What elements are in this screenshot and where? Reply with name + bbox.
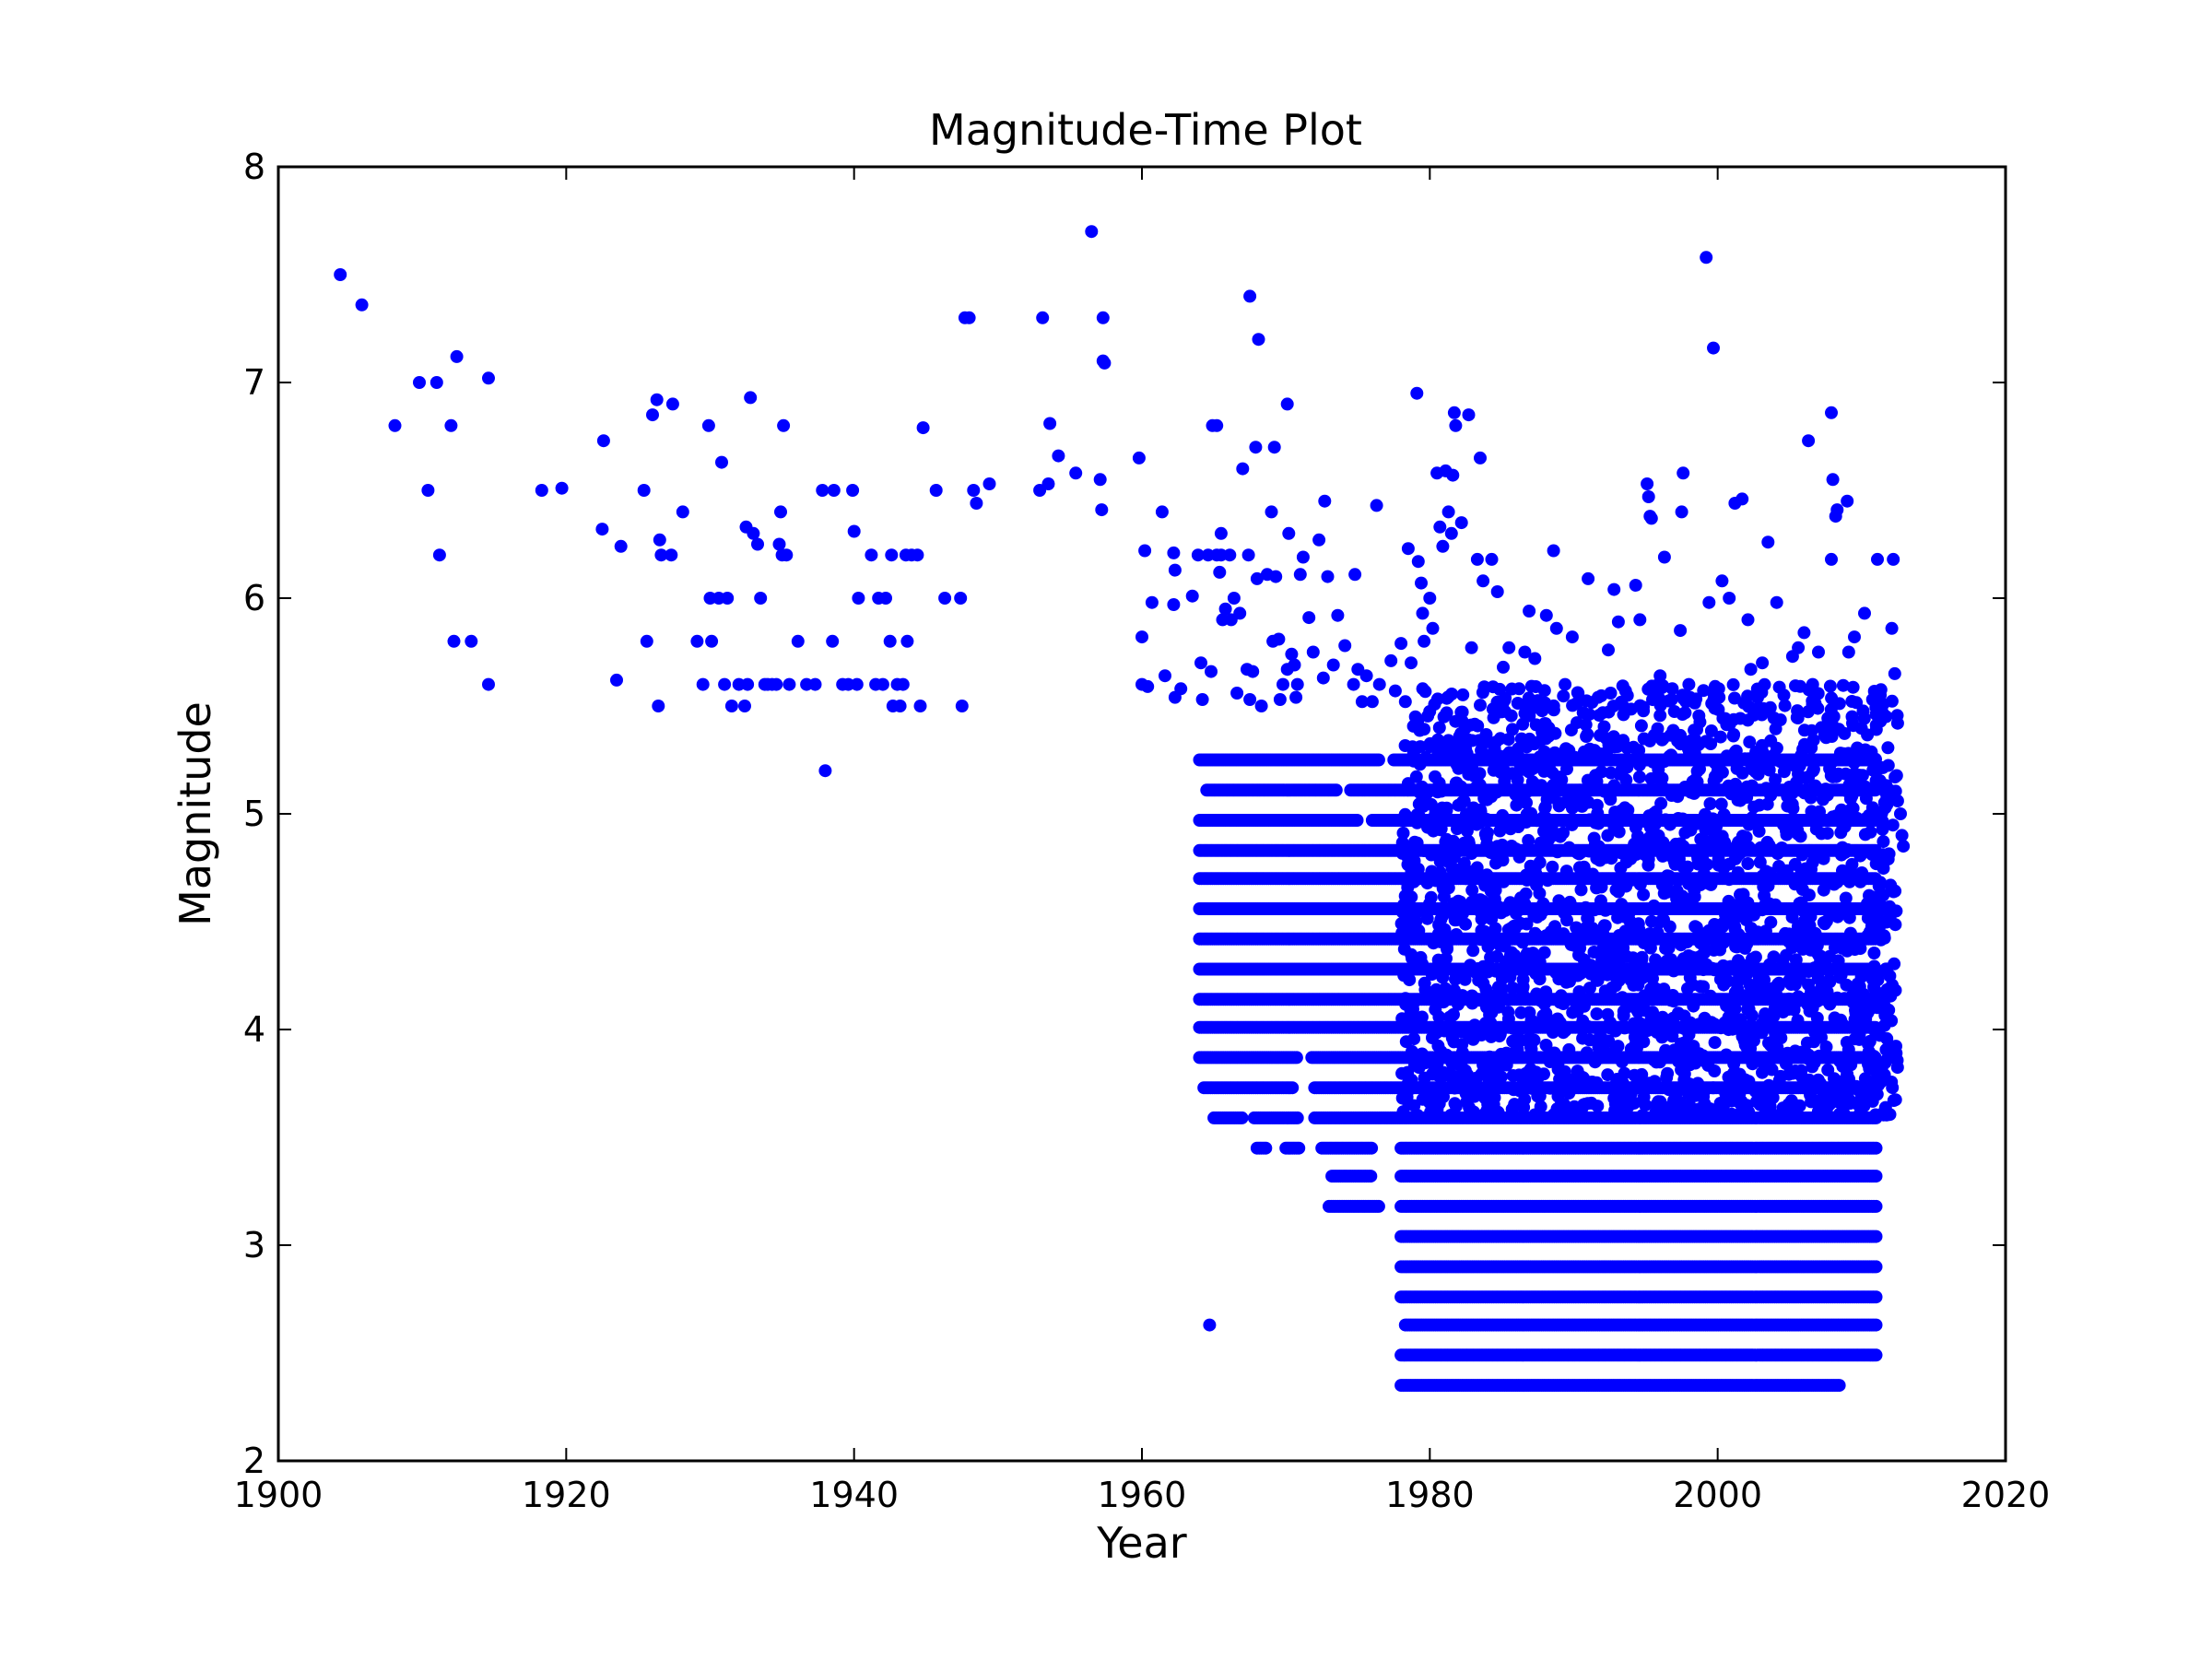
data-point [1235,1111,1249,1124]
data-point [1869,1170,1883,1183]
data-point [1364,1170,1378,1183]
chart-title: Magnitude-Time Plot [929,105,1362,155]
data-point [1290,1111,1304,1124]
data-point [1292,1141,1306,1155]
data-point [1329,783,1343,797]
data-point [1289,1051,1303,1065]
data-point [1869,1199,1883,1213]
data-points [334,225,1911,1393]
data-point [1365,1141,1379,1155]
data-point [1371,753,1385,767]
data-point [1286,1081,1300,1095]
data-point [1259,1141,1273,1155]
data-point [1869,1141,1883,1155]
data-point [1371,1199,1385,1213]
data-point [1350,814,1364,827]
data-point [1869,1230,1883,1243]
